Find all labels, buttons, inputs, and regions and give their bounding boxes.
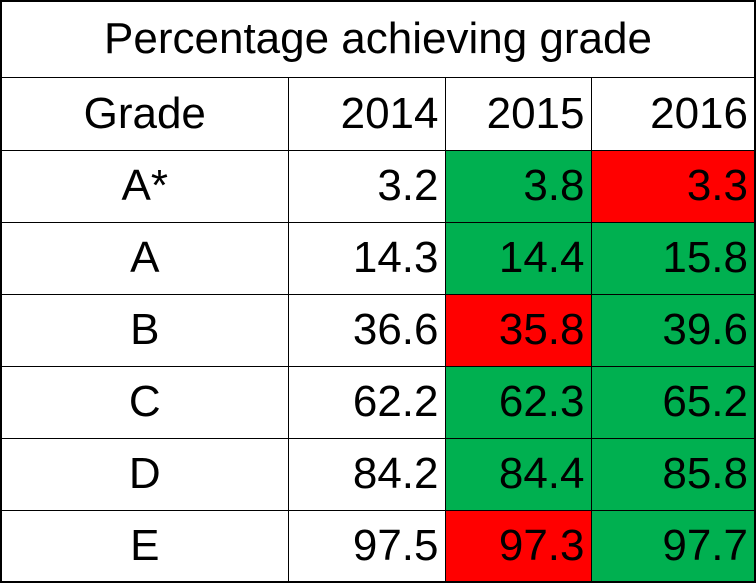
header-year-2014: 2014 (287, 76, 446, 151)
value-cell-2015: 3.8 (444, 149, 592, 223)
table-row: D 84.2 84.4 85.8 (0, 437, 756, 511)
value-cell-2015: 97.3 (444, 509, 592, 583)
value-cell-2014: 36.6 (287, 293, 446, 367)
grade-cell: C (0, 365, 289, 439)
table-row: B 36.6 35.8 39.6 (0, 293, 756, 367)
table-row: E 97.5 97.3 97.7 (0, 509, 756, 583)
header-year-2016: 2016 (590, 76, 756, 151)
table-row: A* 3.2 3.8 3.3 (0, 149, 756, 223)
value-cell-2014: 62.2 (287, 365, 446, 439)
value-cell-2015: 62.3 (444, 365, 592, 439)
grade-cell: E (0, 509, 289, 583)
value-cell-2015: 84.4 (444, 437, 592, 511)
value-cell-2014: 14.3 (287, 221, 446, 295)
grade-cell: D (0, 437, 289, 511)
title-row: Percentage achieving grade (0, 0, 756, 78)
value-cell-2016: 65.2 (590, 365, 756, 439)
value-cell-2016: 97.7 (590, 509, 756, 583)
value-cell-2016: 85.8 (590, 437, 756, 511)
value-cell-2014: 97.5 (287, 509, 446, 583)
value-cell-2014: 3.2 (287, 149, 446, 223)
table-row: C 62.2 62.3 65.2 (0, 365, 756, 439)
value-cell-2015: 14.4 (444, 221, 592, 295)
grade-cell: A* (0, 149, 289, 223)
value-cell-2016: 15.8 (590, 221, 756, 295)
header-grade: Grade (0, 76, 289, 151)
grade-cell: B (0, 293, 289, 367)
value-cell-2016: 3.3 (590, 149, 756, 223)
grade-cell: A (0, 221, 289, 295)
value-cell-2014: 84.2 (287, 437, 446, 511)
table-title: Percentage achieving grade (0, 0, 756, 78)
header-year-2015: 2015 (444, 76, 592, 151)
table-row: A 14.3 14.4 15.8 (0, 221, 756, 295)
header-row: Grade 2014 2015 2016 (0, 76, 756, 151)
value-cell-2015: 35.8 (444, 293, 592, 367)
value-cell-2016: 39.6 (590, 293, 756, 367)
